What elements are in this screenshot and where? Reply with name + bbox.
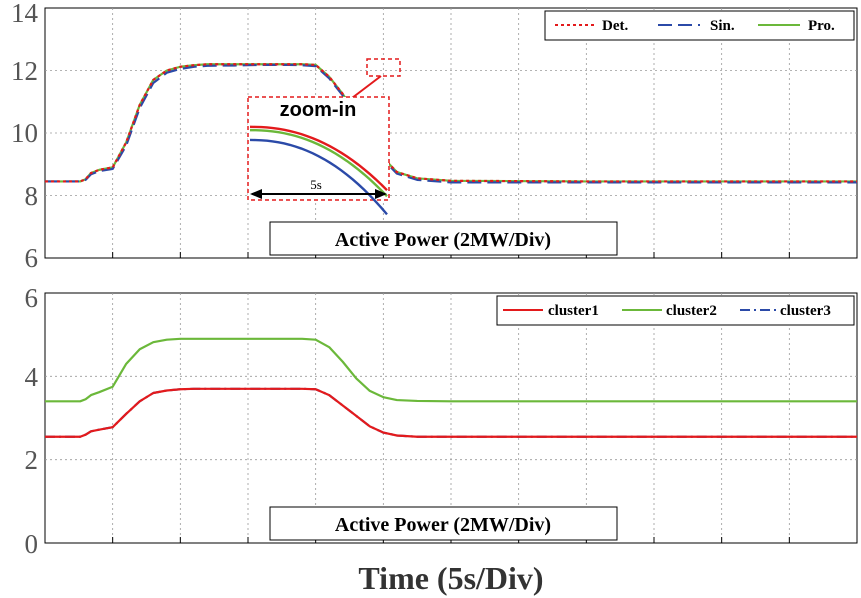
bottom-series-cluster2 (45, 337, 857, 403)
bottom-ytick-0: 0 (25, 529, 39, 559)
top-ytick-10: 10 (11, 118, 38, 148)
zoom-marker-box (366, 58, 401, 77)
x-axis-title: Time (5s/Div) (358, 560, 543, 596)
zoom-span-label: 5s (310, 177, 322, 192)
bottom-series-group (45, 337, 857, 438)
top-panel: 6 8 10 12 14 zoom-in 5s Det. Sin. Pro. (11, 0, 858, 273)
zoom-series-group (249, 125, 388, 216)
bottom-ytick-2: 2 (25, 445, 39, 475)
bottom-ytick-6: 6 (25, 283, 39, 313)
legend-cluster3-label: cluster3 (780, 303, 831, 319)
legend-cluster2-label: cluster2 (666, 303, 717, 319)
zoom-span-arrow-left-head (250, 189, 262, 199)
legend-det-label: Det. (602, 18, 628, 34)
bottom-grid (45, 293, 857, 543)
bottom-series-cluster1 (45, 387, 857, 438)
zoom-in-label: zoom-in (280, 99, 357, 121)
bottom-legend: cluster1 cluster2 cluster3 (496, 295, 855, 326)
zoom-inset: zoom-in 5s (247, 96, 390, 216)
top-ytick-8: 8 (25, 181, 39, 211)
bottom-panel: 0 2 4 6 cluster1 cluster2 cluster3 Activ… (25, 283, 858, 559)
zoom-connector (351, 75, 382, 99)
zoom-series-pro (249, 128, 388, 198)
legend-pro-label: Pro. (808, 18, 835, 34)
bottom-box-label: Active Power (2MW/Div) (335, 514, 551, 536)
top-box-label-frame (269, 221, 618, 256)
bottom-legend-frame (496, 295, 855, 326)
zoom-series-sin (249, 138, 388, 216)
legend-sin-label: Sin. (710, 18, 735, 34)
top-box-label: Active Power (2MW/Div) (335, 229, 551, 251)
top-grid (45, 8, 857, 258)
top-ytick-14: 14 (11, 0, 39, 28)
bottom-ytick-4: 4 (25, 362, 39, 392)
zoom-inset-frame (247, 96, 390, 201)
zoom-series-det (249, 125, 388, 192)
top-series-det (45, 63, 857, 183)
bottom-box-label-frame (269, 506, 618, 541)
top-ytick-12: 12 (11, 56, 38, 86)
legend-cluster1-label: cluster1 (548, 303, 599, 319)
top-legend: Det. Sin. Pro. (544, 10, 855, 41)
top-ytick-6: 6 (25, 243, 39, 273)
zoom-span-arrow-right-head (375, 189, 387, 199)
